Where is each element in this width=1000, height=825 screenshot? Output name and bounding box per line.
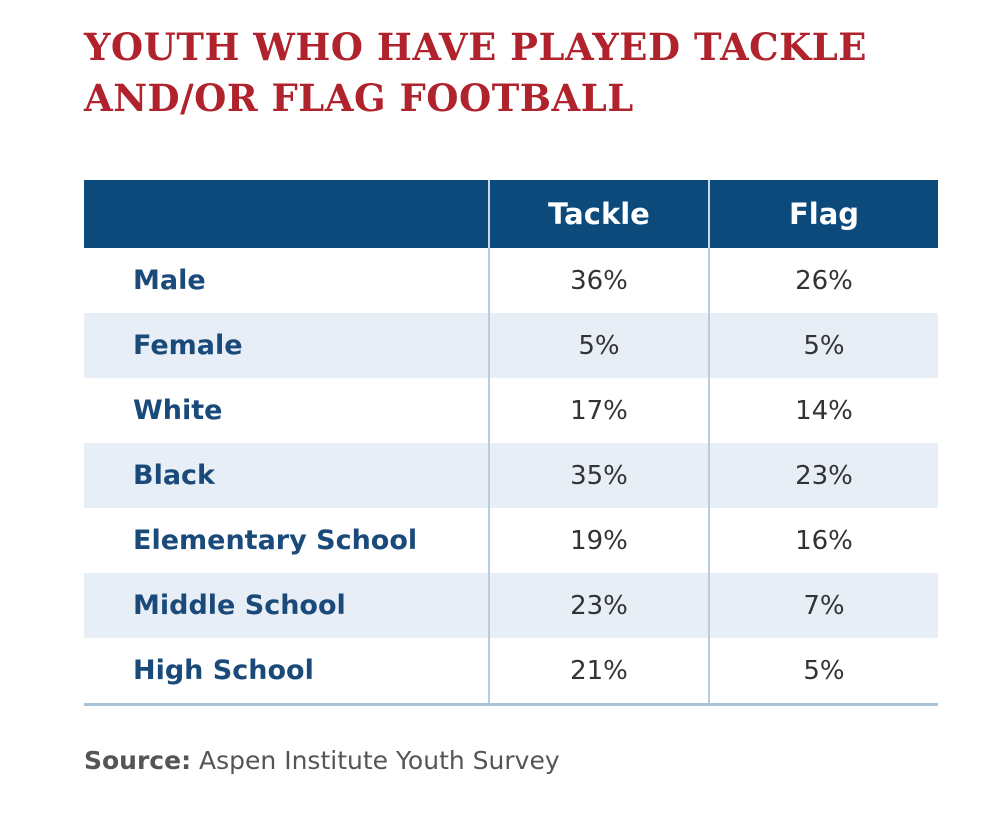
source-label: Source: bbox=[84, 746, 192, 775]
cell-value: 35% bbox=[489, 443, 710, 508]
table-row: Male 36% 26% bbox=[84, 248, 938, 313]
cell-value: 16% bbox=[795, 525, 853, 556]
table-row: Elementary School 19% 16% bbox=[84, 508, 938, 573]
source: Source: Aspen Institute Youth Survey bbox=[84, 746, 560, 775]
cell-value: 23% bbox=[489, 573, 710, 638]
cell-value: 14% bbox=[795, 395, 853, 426]
header-blank bbox=[84, 180, 490, 248]
column-header: Flag bbox=[709, 180, 938, 248]
header-row: Tackle Flag bbox=[84, 180, 938, 248]
cell-value: 23% bbox=[709, 443, 938, 508]
table-row: Female 5% 5% bbox=[84, 313, 938, 378]
cell-value: 5% bbox=[709, 313, 938, 378]
row-label: Male bbox=[84, 248, 490, 313]
table-row: High School 21% 5% bbox=[84, 638, 938, 706]
cell-value: 19% bbox=[489, 508, 710, 573]
row-label: Female bbox=[84, 313, 490, 378]
row-label: Black bbox=[84, 443, 490, 508]
cell-value: 17% bbox=[489, 378, 710, 443]
row-label: Middle School bbox=[84, 573, 490, 638]
row-label: White bbox=[84, 378, 490, 443]
cell-value: 26% bbox=[795, 265, 853, 296]
data-table: Tackle Flag Male 36% 26% Female 5% 5% White 17% 1… bbox=[84, 180, 938, 706]
cell-value: 5% bbox=[709, 638, 938, 706]
row-label: High School bbox=[84, 638, 490, 706]
table-row: Black 35% 23% bbox=[84, 443, 938, 508]
title: YOUTH WHO HAVE PLAYED TACKLE AND/OR FLAG … bbox=[84, 22, 867, 124]
cell-value: 21% bbox=[489, 638, 710, 706]
cell-value: 7% bbox=[709, 573, 938, 638]
source-text: Aspen Institute Youth Survey bbox=[199, 746, 560, 775]
title-line: AND/OR FLAG FOOTBALL bbox=[84, 76, 634, 120]
table-body: Male 36% 26% Female 5% 5% White 17% 14% Black 35% 2… bbox=[84, 248, 938, 706]
table-row: White 17% 14% bbox=[84, 378, 938, 443]
column-header: Tackle bbox=[489, 180, 710, 248]
table-row: Middle School 23% 7% bbox=[84, 573, 938, 638]
row-label: Elementary School bbox=[84, 508, 490, 573]
cell-value: 36% bbox=[489, 248, 710, 313]
title-line: YOUTH WHO HAVE PLAYED TACKLE bbox=[84, 25, 867, 69]
cell-value: 5% bbox=[489, 313, 710, 378]
